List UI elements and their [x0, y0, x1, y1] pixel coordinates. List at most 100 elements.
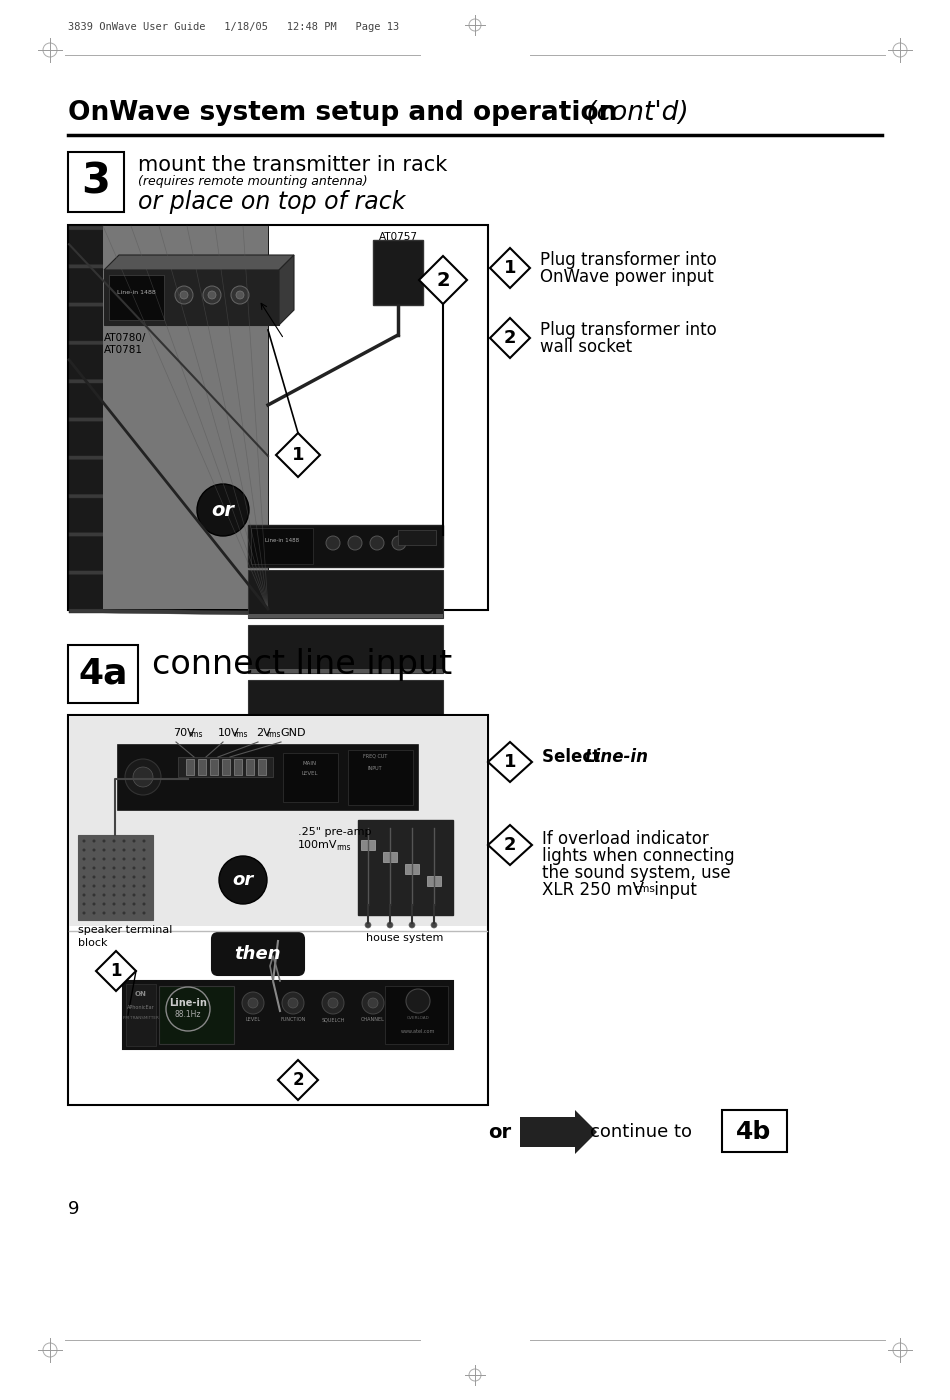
Text: LEVEL: LEVEL [245, 1016, 260, 1022]
Circle shape [112, 857, 116, 861]
Polygon shape [278, 1060, 318, 1100]
Circle shape [112, 848, 116, 851]
Text: FM TRANSMITTER: FM TRANSMITTER [124, 1016, 159, 1021]
Text: OVERLOAD: OVERLOAD [407, 1016, 429, 1021]
Circle shape [203, 286, 221, 304]
FancyBboxPatch shape [234, 759, 242, 776]
Polygon shape [96, 951, 136, 991]
Text: Plug transformer into: Plug transformer into [540, 321, 716, 339]
Text: 2: 2 [436, 270, 449, 290]
Circle shape [123, 903, 125, 906]
Text: house system: house system [367, 932, 444, 944]
FancyBboxPatch shape [348, 750, 413, 805]
Circle shape [83, 848, 86, 851]
Text: then: then [235, 945, 281, 963]
FancyBboxPatch shape [248, 669, 443, 673]
Circle shape [409, 923, 415, 928]
Circle shape [112, 840, 116, 843]
Text: 70V: 70V [173, 728, 195, 738]
Circle shape [103, 885, 105, 888]
Text: speaker terminal: speaker terminal [78, 925, 172, 935]
Circle shape [142, 840, 145, 843]
FancyBboxPatch shape [248, 570, 443, 617]
Circle shape [208, 291, 216, 300]
Circle shape [112, 903, 116, 906]
Polygon shape [69, 609, 268, 615]
Polygon shape [69, 265, 268, 270]
Text: rms: rms [233, 729, 248, 739]
Text: or: or [488, 1123, 511, 1141]
Text: Select: Select [542, 748, 606, 766]
Circle shape [83, 867, 86, 869]
Circle shape [132, 857, 136, 861]
Text: 3839 OnWave User Guide   1/18/05   12:48 PM   Page 13: 3839 OnWave User Guide 1/18/05 12:48 PM … [68, 22, 399, 32]
Text: 2: 2 [504, 836, 516, 854]
Text: GND: GND [280, 728, 306, 738]
Circle shape [362, 993, 384, 1014]
Circle shape [142, 911, 145, 914]
Circle shape [112, 911, 116, 914]
Circle shape [112, 893, 116, 896]
FancyBboxPatch shape [68, 715, 488, 1105]
Circle shape [132, 903, 136, 906]
Circle shape [103, 893, 105, 896]
Text: connect line input: connect line input [152, 648, 452, 680]
Circle shape [132, 848, 136, 851]
Text: input: input [649, 881, 697, 899]
Text: 1: 1 [110, 962, 122, 980]
FancyBboxPatch shape [68, 153, 124, 211]
Polygon shape [69, 571, 268, 577]
Circle shape [392, 536, 406, 550]
Circle shape [368, 998, 378, 1008]
FancyBboxPatch shape [69, 225, 269, 609]
Text: 2: 2 [504, 329, 516, 347]
Circle shape [431, 923, 437, 928]
FancyBboxPatch shape [104, 270, 279, 325]
Text: Line-in 1488: Line-in 1488 [265, 538, 299, 542]
Polygon shape [104, 255, 294, 270]
FancyBboxPatch shape [198, 759, 206, 776]
Circle shape [406, 988, 430, 1014]
Circle shape [103, 848, 105, 851]
FancyBboxPatch shape [248, 615, 443, 617]
Circle shape [132, 840, 136, 843]
FancyBboxPatch shape [178, 757, 273, 777]
Text: OnWave power input: OnWave power input [540, 267, 713, 286]
Polygon shape [488, 742, 532, 783]
Text: AT0780/: AT0780/ [104, 333, 146, 343]
Circle shape [132, 893, 136, 896]
Text: mount the transmitter in rack: mount the transmitter in rack [138, 155, 447, 175]
Circle shape [112, 867, 116, 869]
Text: INPUT: INPUT [368, 766, 382, 771]
FancyBboxPatch shape [126, 984, 156, 1046]
Circle shape [103, 867, 105, 869]
Text: MAIN: MAIN [303, 762, 317, 766]
FancyBboxPatch shape [361, 840, 375, 850]
Polygon shape [69, 225, 268, 232]
Circle shape [180, 291, 188, 300]
Text: Plug transformer into: Plug transformer into [540, 251, 716, 269]
Polygon shape [103, 225, 268, 609]
Circle shape [248, 998, 258, 1008]
Circle shape [236, 291, 244, 300]
Polygon shape [490, 248, 530, 288]
Circle shape [365, 923, 371, 928]
Circle shape [112, 875, 116, 879]
Text: 88.1Hz: 88.1Hz [175, 1009, 201, 1019]
Text: www.atel.com: www.atel.com [401, 1029, 435, 1035]
Text: or place on top of rack: or place on top of rack [138, 190, 406, 214]
Circle shape [123, 867, 125, 869]
Circle shape [83, 885, 86, 888]
Polygon shape [419, 256, 467, 304]
FancyBboxPatch shape [427, 876, 441, 886]
Circle shape [83, 875, 86, 879]
Text: wall socket: wall socket [540, 337, 632, 356]
Text: 4a: 4a [78, 657, 127, 692]
Circle shape [142, 867, 145, 869]
Circle shape [123, 857, 125, 861]
Circle shape [132, 911, 136, 914]
FancyBboxPatch shape [722, 1110, 787, 1152]
Text: ON: ON [135, 991, 147, 997]
Text: (cont'd): (cont'd) [578, 99, 689, 126]
Text: 100mV: 100mV [298, 840, 337, 850]
